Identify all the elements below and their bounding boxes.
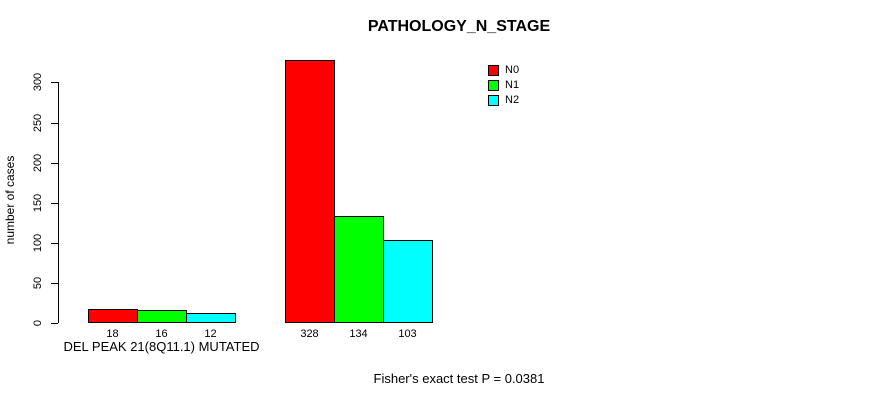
y-tick [51,82,58,84]
y-tick [51,202,58,204]
y-tick [51,242,58,244]
fisher-test-caption: Fisher's exact test P = 0.0381 [373,371,545,386]
y-tick [51,282,58,284]
y-tick-label: 50 [32,276,44,290]
legend-label-n0: N0 [505,64,520,76]
bar-n1-group2 [334,216,384,323]
y-tick [51,323,58,324]
y-tick [51,162,58,164]
legend-swatch-n0 [488,65,499,76]
bar-value-label: 103 [398,328,417,340]
legend-swatch-n1 [488,79,499,91]
y-tick-label: 200 [32,153,44,172]
y-tick [51,122,58,124]
bar-n0-group2 [285,60,335,323]
bar-value-label: 134 [349,328,368,340]
chart-title: PATHOLOGY_N_STAGE [367,18,551,35]
bar-value-label: 328 [300,328,319,340]
y-axis-title: number of cases [3,155,17,245]
bar-value-label: 12 [204,328,217,340]
legend-swatch-n2 [488,94,499,106]
group-category-label: DEL PEAK 21(8Q11.1) MUTATED [63,339,260,354]
bar-value-label: 16 [155,328,168,340]
legend-label-n1: N1 [505,78,520,91]
y-tick-label: 100 [32,233,44,252]
bar-value-label: 18 [106,328,119,340]
bar-n0-group1 [88,309,138,323]
bar-n2-group1 [186,313,236,323]
y-tick-label: 300 [32,73,44,92]
y-tick-label: 150 [32,193,44,212]
y-axis-line [58,82,59,323]
y-tick-label: 0 [32,319,44,327]
y-tick-label: 250 [32,113,44,132]
legend-label-n2: N2 [505,93,520,106]
bar-n1-group1 [137,310,187,323]
bar-n2-group2 [383,240,433,323]
